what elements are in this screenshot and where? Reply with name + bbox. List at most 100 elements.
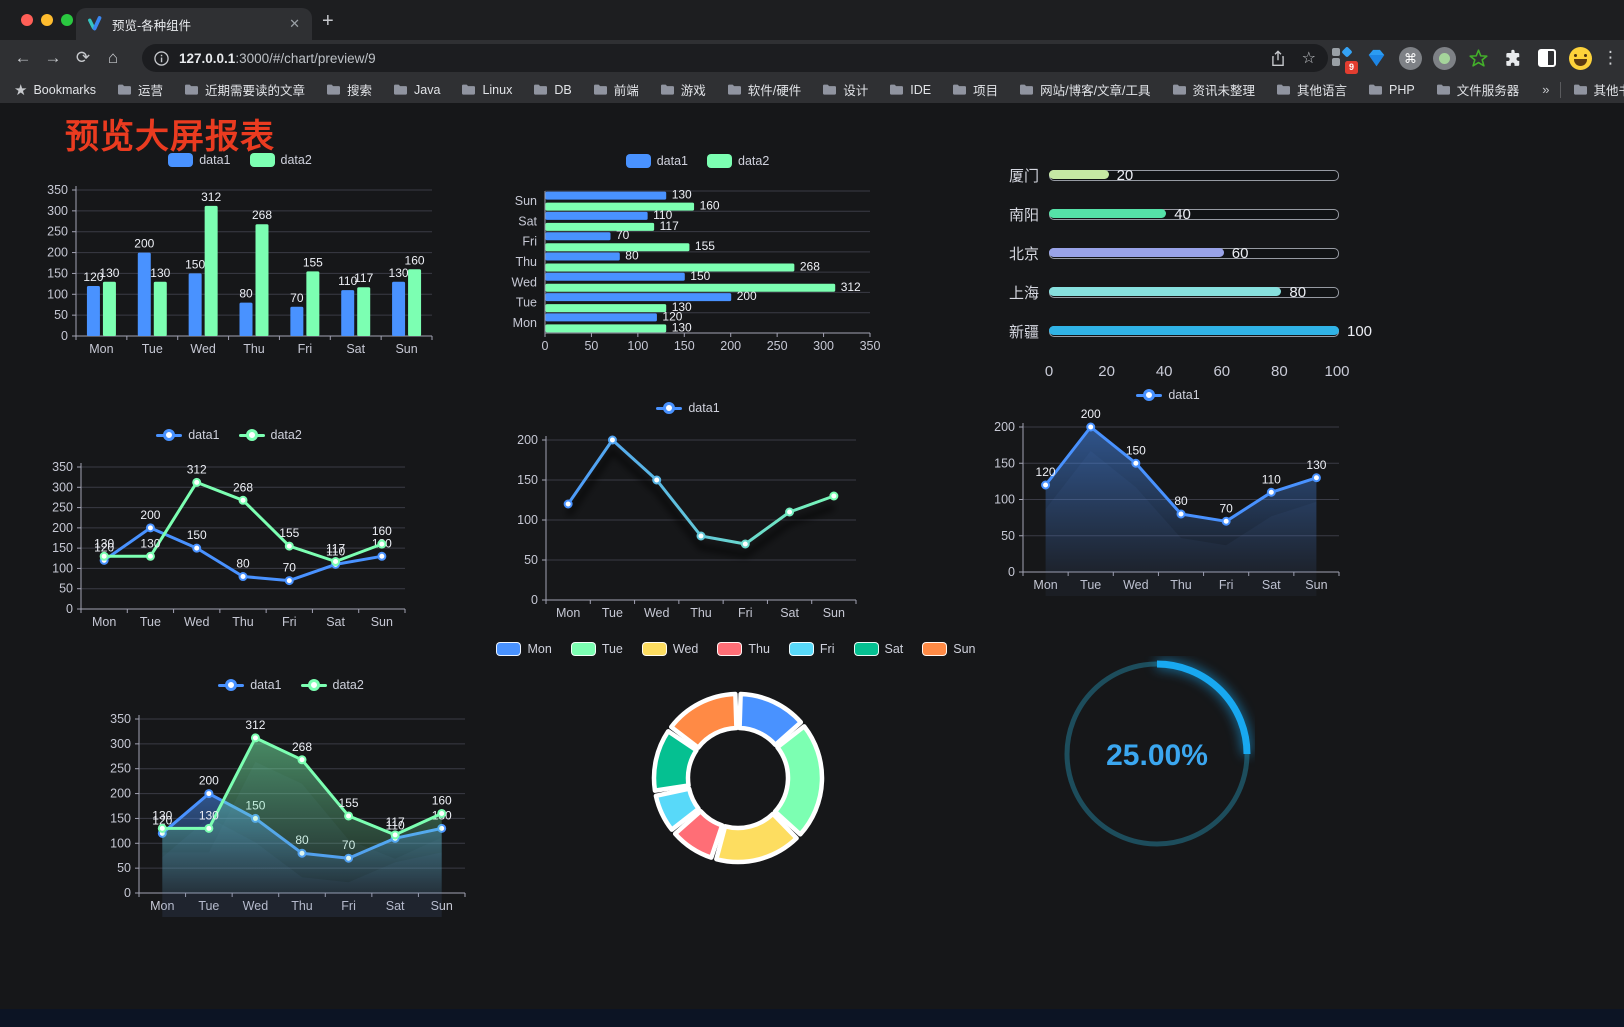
svg-text:200: 200: [134, 237, 154, 251]
bookmark-folder[interactable]: 游戏: [660, 80, 706, 99]
extensions-puzzle-icon[interactable]: [1500, 46, 1525, 71]
extension-record-icon[interactable]: [1432, 46, 1457, 71]
bookmarks-label[interactable]: Bookmarks: [33, 82, 96, 97]
browser-menu-icon[interactable]: ⋮: [1602, 48, 1619, 67]
browser-tab[interactable]: 预览-各种组件 ✕: [76, 8, 312, 40]
legend-item[interactable]: data1: [625, 154, 688, 168]
legend-item[interactable]: data2: [249, 153, 312, 167]
legend-item[interactable]: data1: [656, 401, 720, 415]
extension-emoji-icon[interactable]: [1568, 46, 1593, 71]
svg-text:120: 120: [662, 309, 682, 323]
legend-item[interactable]: Sat: [853, 642, 903, 656]
svg-text:155: 155: [695, 239, 715, 253]
gauge-chart[interactable]: 25.00%: [1059, 656, 1255, 852]
grouped-bar-chart[interactable]: data1 data2 0 50 100 150 200 250 300 350 Mon Tue Wed…: [40, 150, 440, 364]
legend-item[interactable]: data1: [1136, 388, 1200, 402]
two-series-area-chart[interactable]: data1 data2 0 50 100 150 200 250 300 350 Mon Tue Wed…: [105, 675, 477, 924]
svg-text:200: 200: [720, 339, 741, 353]
bookmark-folder[interactable]: Linux: [461, 83, 512, 97]
svg-text:Thu: Thu: [232, 615, 254, 629]
svg-text:110: 110: [1262, 472, 1281, 486]
svg-text:350: 350: [52, 460, 73, 474]
bookmark-star-icon[interactable]: ☆: [1301, 50, 1316, 67]
legend-item[interactable]: data1: [156, 428, 220, 442]
address-bar[interactable]: 127.0.0.1:3000/#/chart/preview/9 ☆: [142, 44, 1328, 72]
legend-item[interactable]: Thu: [717, 642, 770, 656]
forward-button[interactable]: →: [44, 48, 62, 67]
extension-command-icon[interactable]: ⌘: [1398, 46, 1423, 71]
bookmark-folder[interactable]: 软件/硬件: [727, 80, 801, 99]
progress-bars-chart[interactable]: 厦门 20 南阳 40 北京 60 上海 80 新疆 100 0 20 40 60 80 100: [995, 153, 1372, 392]
bookmark-folder[interactable]: 运营: [117, 80, 163, 99]
legend-item[interactable]: data1: [168, 153, 231, 167]
other-bookmarks-folder[interactable]: 其他书签: [1573, 80, 1624, 99]
legend-item[interactable]: Tue: [570, 642, 623, 656]
svg-text:Mon: Mon: [92, 615, 116, 629]
bookmark-folder[interactable]: 近期需要读的文章: [184, 80, 305, 99]
progress-fill: [1049, 170, 1109, 179]
bookmark-folder[interactable]: IDE: [889, 83, 931, 97]
bookmark-folder[interactable]: PHP: [1368, 83, 1415, 97]
folder-icon: [1436, 84, 1450, 95]
donut-chart[interactable]: [645, 685, 831, 871]
folder-icon: [394, 84, 408, 95]
svg-text:250: 250: [767, 339, 788, 353]
bookmarks-star-icon[interactable]: ★: [14, 81, 28, 99]
legend-item[interactable]: Wed: [641, 642, 698, 656]
bookmark-folder[interactable]: 网站/博客/文章/工具: [1019, 80, 1151, 99]
extension-star-icon[interactable]: [1466, 46, 1491, 71]
bookmarks-overflow-icon[interactable]: »: [1542, 82, 1550, 97]
two-series-line-chart[interactable]: data1 data2 0 50 100 150 200 250 300 350 Mon Tue Wed…: [45, 425, 413, 641]
svg-text:200: 200: [517, 433, 538, 447]
bookmark-folder[interactable]: DB: [533, 83, 572, 97]
bookmark-folder[interactable]: 文件服务器: [1436, 80, 1519, 99]
legend-item[interactable]: Mon: [496, 642, 552, 656]
svg-text:100: 100: [994, 493, 1015, 507]
bookmark-folder[interactable]: 设计: [822, 80, 868, 99]
bookmark-folder[interactable]: 资讯未整理: [1172, 80, 1255, 99]
bookmark-folder[interactable]: 项目: [952, 80, 998, 99]
home-button[interactable]: ⌂: [107, 48, 119, 67]
bookmark-folder[interactable]: Java: [393, 83, 440, 97]
progress-track: 80: [1049, 284, 1339, 301]
horizontal-bar-chart[interactable]: data1 data2 0 50 100 150 200 250 300 350 Mon 120 130…: [505, 151, 890, 365]
svg-text:130: 130: [94, 536, 114, 550]
legend-item[interactable]: data2: [300, 678, 364, 692]
new-tab-button[interactable]: +: [322, 10, 334, 32]
bookmark-folder[interactable]: 前端: [593, 80, 639, 99]
svg-text:Tue: Tue: [516, 296, 537, 310]
extension-gem-icon[interactable]: [1364, 46, 1389, 71]
svg-text:50: 50: [1001, 529, 1015, 543]
svg-text:155: 155: [279, 526, 299, 540]
reload-button[interactable]: ⟳: [75, 48, 91, 67]
legend-item[interactable]: Sun: [922, 642, 976, 656]
chart-legend: data1 data2: [40, 153, 440, 167]
back-button[interactable]: ←: [14, 48, 32, 67]
svg-text:160: 160: [700, 199, 720, 213]
extension-dark-reader-icon[interactable]: [1534, 46, 1559, 71]
svg-text:Sat: Sat: [1262, 578, 1281, 592]
folder-icon: [593, 84, 607, 95]
area-line-chart[interactable]: data1 0 50 100 150 200 Mon Tue Wed Thu Fri Sat Sun 12…: [985, 385, 1351, 603]
svg-text:268: 268: [252, 208, 272, 222]
legend-item[interactable]: Fri: [788, 642, 835, 656]
bookmark-folder[interactable]: 搜索: [326, 80, 372, 99]
svg-text:160: 160: [405, 253, 425, 267]
minimize-window-button[interactable]: [41, 14, 53, 26]
svg-text:Wed: Wed: [184, 615, 210, 629]
share-icon[interactable]: [1270, 49, 1286, 67]
tab-close-icon[interactable]: ✕: [289, 16, 300, 31]
zoom-window-button[interactable]: [61, 14, 73, 26]
svg-text:70: 70: [290, 291, 304, 305]
legend-item[interactable]: data2: [707, 154, 769, 168]
gradient-line-chart[interactable]: data1 0 50 100 150 200 Mon Tue Wed Thu Fri Sat Sun: [508, 398, 868, 628]
site-info-icon[interactable]: [154, 50, 169, 66]
svg-text:100: 100: [52, 561, 73, 575]
close-window-button[interactable]: [21, 14, 33, 26]
extension-proxy-icon[interactable]: 9: [1330, 45, 1358, 74]
legend-item[interactable]: data1: [218, 678, 282, 692]
legend-item[interactable]: data2: [238, 428, 302, 442]
bookmark-folder[interactable]: 其他语言: [1276, 80, 1347, 99]
browser-toolbar: ← → ⟳ ⌂ 127.0.0.1:3000/#/chart/preview/9…: [0, 40, 1624, 76]
svg-text:70: 70: [1219, 501, 1233, 515]
